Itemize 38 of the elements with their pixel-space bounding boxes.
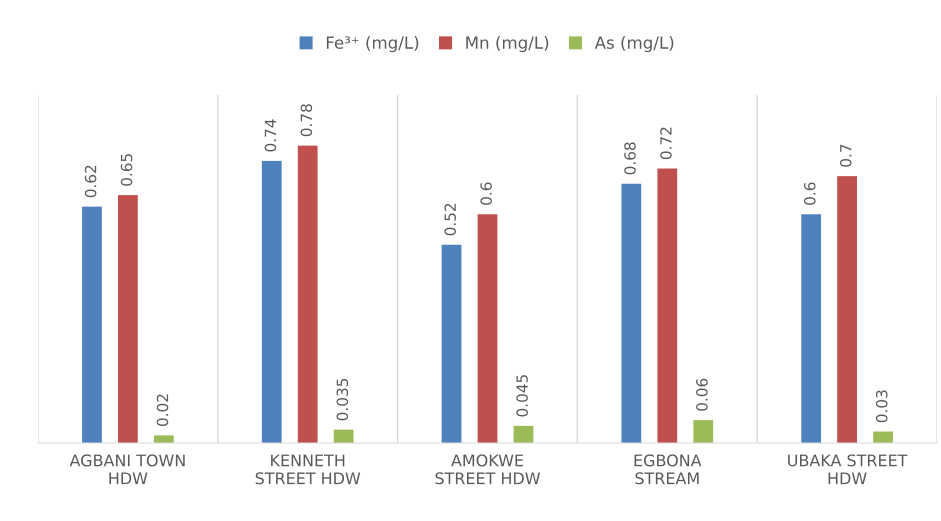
data-label: 0.06 xyxy=(696,378,708,411)
data-label: 0.78 xyxy=(300,104,312,136)
data-label: 0.02 xyxy=(156,394,168,426)
x-tick-label: AMOKWE STREET HDW xyxy=(435,454,540,484)
data-label: 0.62 xyxy=(84,166,96,198)
bar xyxy=(514,426,534,443)
legend-label: Mn (mg/L) xyxy=(466,36,548,52)
bar xyxy=(621,184,642,443)
legend-label: As (mg/L) xyxy=(594,36,674,52)
data-label: 0.68 xyxy=(624,142,636,174)
bar xyxy=(298,146,318,443)
data-label: 0.7 xyxy=(840,144,852,167)
x-tick-label: AGBANI TOWN HDW xyxy=(70,454,185,484)
bar xyxy=(334,430,354,443)
bar xyxy=(801,214,822,443)
data-label: 0.6 xyxy=(804,182,816,205)
bar xyxy=(837,176,857,443)
x-tick-label: KENNETH STREET HDW xyxy=(256,454,360,484)
bar xyxy=(154,435,174,443)
bar xyxy=(693,420,714,443)
bar xyxy=(442,244,462,443)
data-label: 0.72 xyxy=(660,128,672,160)
bar xyxy=(118,195,138,443)
data-label: 0.045 xyxy=(516,375,528,416)
data-label: 0.52 xyxy=(444,204,456,236)
bar xyxy=(873,432,893,443)
bar xyxy=(478,214,498,443)
bar xyxy=(82,206,102,443)
data-label: 0.74 xyxy=(264,119,276,152)
data-label: 0.65 xyxy=(120,154,132,186)
data-label: 0.6 xyxy=(480,182,492,205)
data-label: 0.035 xyxy=(336,378,348,420)
bar xyxy=(657,168,678,443)
legend-label: Fe³⁺ (mg/L) xyxy=(326,36,418,52)
bar xyxy=(262,160,282,443)
x-tick-label: EGBONA STREAM xyxy=(634,454,702,484)
x-tick-label: UBAKA STREET HDW xyxy=(788,454,908,484)
data-label: 0.03 xyxy=(876,390,888,422)
